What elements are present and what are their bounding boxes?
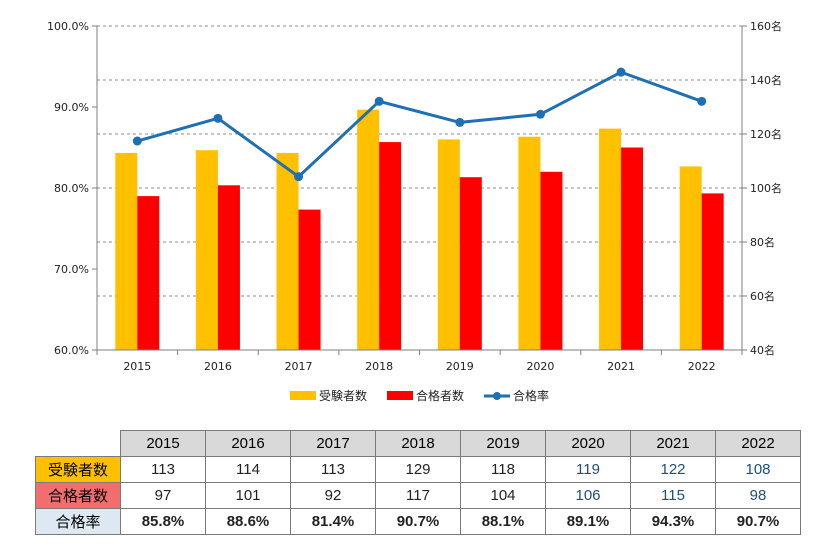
bar-passers bbox=[701, 193, 724, 350]
pass-rate-point bbox=[455, 117, 465, 127]
table-cell: 114 bbox=[205, 456, 291, 483]
legend-swatch bbox=[387, 391, 413, 400]
bar-passers bbox=[137, 196, 160, 350]
year-header: 2021 bbox=[630, 430, 716, 457]
table-cell: 98 bbox=[715, 482, 801, 509]
bar-passers bbox=[217, 185, 240, 350]
table-cell: 90.7% bbox=[715, 508, 801, 535]
left-tick-label: 60.0% bbox=[54, 344, 89, 357]
x-tick-label: 2021 bbox=[607, 360, 635, 373]
table-cell: 94.3% bbox=[630, 508, 716, 535]
table-cell: 106 bbox=[545, 482, 631, 509]
left-tick-label: 100.0% bbox=[47, 20, 89, 33]
table-cell: 88.6% bbox=[205, 508, 291, 535]
bar-passers bbox=[621, 147, 644, 350]
x-tick-label: 2015 bbox=[123, 360, 151, 373]
bar-examinees bbox=[599, 128, 622, 350]
year-header: 2022 bbox=[715, 430, 801, 457]
data-table: 2015 2016 2017 2018 2019 2020 2021 2022 … bbox=[35, 430, 801, 535]
pass-rate-point bbox=[616, 67, 626, 77]
bar-examinees bbox=[115, 152, 138, 350]
table-cell: 97 bbox=[120, 482, 206, 509]
table-cell: 101 bbox=[205, 482, 291, 509]
bar-passers bbox=[379, 142, 402, 350]
table-cell: 104 bbox=[460, 482, 546, 509]
x-tick-label: 2016 bbox=[204, 360, 232, 373]
table-row-examinees: 受験者数 113 114 113 129 118 119 122 108 bbox=[35, 456, 801, 483]
pass-rate-line bbox=[136, 70, 703, 179]
year-header: 2015 bbox=[120, 430, 206, 457]
pass-rate-point bbox=[535, 109, 545, 119]
table-cell: 113 bbox=[290, 456, 376, 483]
bar-examinees bbox=[679, 166, 702, 350]
right-tick-label: 80名 bbox=[750, 235, 775, 249]
legend-marker bbox=[493, 392, 501, 400]
table-header-row: 2015 2016 2017 2018 2019 2020 2021 2022 bbox=[35, 430, 801, 457]
right-tick-label: 120名 bbox=[750, 127, 782, 141]
pass-rate-point bbox=[294, 172, 304, 182]
bar-examinees bbox=[518, 136, 541, 350]
legend-swatch bbox=[290, 391, 316, 400]
combo-chart: 60.0% 70.0% 80.0% 90.0% 100.0% 40名 60名 80名 100名 1… bbox=[47, 19, 782, 403]
year-header: 2020 bbox=[545, 430, 631, 457]
year-header: 2017 bbox=[290, 430, 376, 457]
year-header: 2018 bbox=[375, 430, 461, 457]
table-cell: 81.4% bbox=[290, 508, 376, 535]
table-row-pass-rate: 合格率 85.8% 88.6% 81.4% 90.7% 88.1% 89.1% … bbox=[35, 508, 801, 535]
legend-label: 受験者数 bbox=[319, 388, 367, 403]
bar-examinees bbox=[357, 109, 380, 350]
pass-rate-point bbox=[697, 96, 707, 106]
bar-passers bbox=[298, 209, 321, 350]
table-cell: 115 bbox=[630, 482, 716, 509]
x-tick-label: 2020 bbox=[526, 360, 554, 373]
row-label-examinees: 受験者数 bbox=[35, 456, 121, 483]
left-tick-label: 80.0% bbox=[54, 182, 89, 195]
right-tick-label: 140名 bbox=[750, 73, 782, 87]
table-cell: 117 bbox=[375, 482, 461, 509]
x-tick-label: 2018 bbox=[365, 360, 393, 373]
table-cell: 122 bbox=[630, 456, 716, 483]
table-cell: 118 bbox=[460, 456, 546, 483]
pass-rate-point bbox=[213, 113, 223, 123]
bar-passers bbox=[459, 177, 482, 350]
x-tick-label: 2017 bbox=[285, 360, 313, 373]
x-tick-label: 2022 bbox=[688, 360, 716, 373]
row-label-passers: 合格者数 bbox=[35, 482, 121, 509]
table-cell: 129 bbox=[375, 456, 461, 483]
table-corner bbox=[35, 430, 121, 457]
bar-examinees bbox=[195, 150, 218, 350]
right-tick-label: 160名 bbox=[750, 19, 782, 33]
year-header: 2016 bbox=[205, 430, 291, 457]
legend-label: 合格率 bbox=[513, 388, 549, 403]
x-tick-label: 2019 bbox=[446, 360, 474, 373]
bar-examinees bbox=[437, 139, 460, 350]
table-cell: 88.1% bbox=[460, 508, 546, 535]
bar-passers bbox=[540, 171, 563, 350]
row-label-pass-rate: 合格率 bbox=[35, 508, 121, 535]
table-cell: 92 bbox=[290, 482, 376, 509]
left-tick-label: 90.0% bbox=[54, 101, 89, 114]
year-header: 2019 bbox=[460, 430, 546, 457]
pass-rate-point bbox=[132, 136, 142, 146]
bar-examinees bbox=[276, 152, 299, 350]
right-tick-label: 40名 bbox=[750, 343, 775, 357]
table-cell: 90.7% bbox=[375, 508, 461, 535]
table-cell: 113 bbox=[120, 456, 206, 483]
table-cell: 119 bbox=[545, 456, 631, 483]
right-tick-label: 100名 bbox=[750, 181, 782, 195]
right-tick-label: 60名 bbox=[750, 289, 775, 303]
table-row-passers: 合格者数 97 101 92 117 104 106 115 98 bbox=[35, 482, 801, 509]
legend-label: 合格者数 bbox=[416, 388, 464, 403]
pass-rate-point bbox=[374, 96, 384, 106]
table-cell: 89.1% bbox=[545, 508, 631, 535]
left-tick-label: 70.0% bbox=[54, 263, 89, 276]
table-cell: 85.8% bbox=[120, 508, 206, 535]
table-cell: 108 bbox=[715, 456, 801, 483]
